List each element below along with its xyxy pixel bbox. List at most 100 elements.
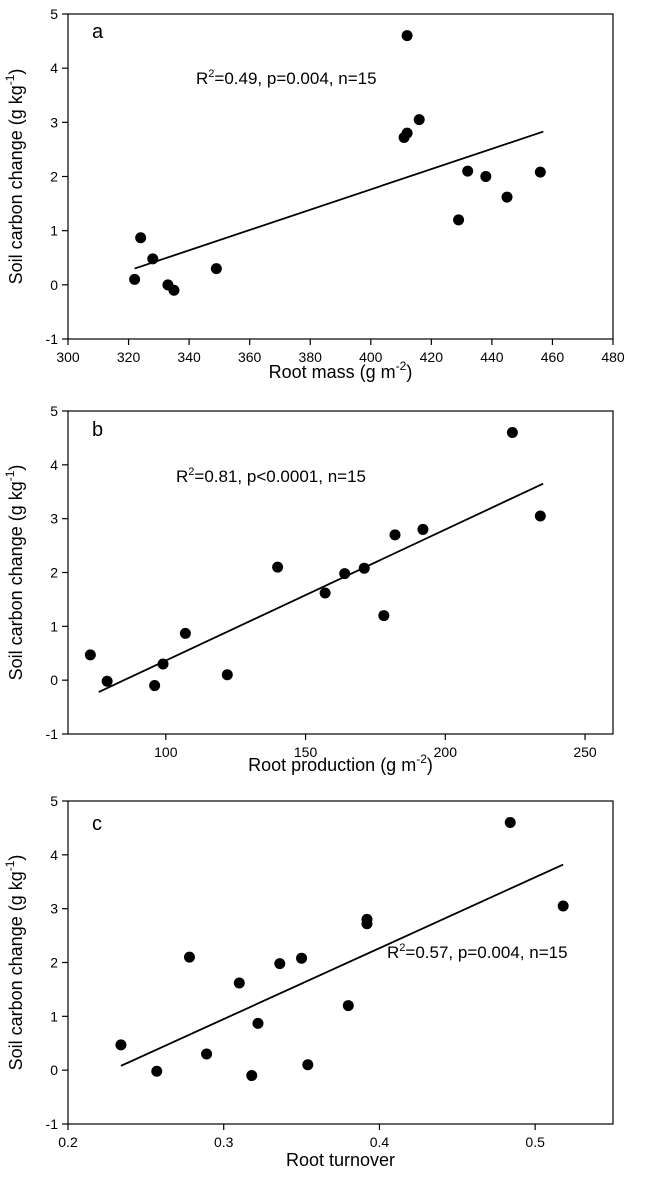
panel-b-y-tick-label: 0 <box>50 672 58 688</box>
panel-c-data-point <box>246 1070 258 1082</box>
panel-c-x-tick-label: 0.3 <box>214 1134 234 1150</box>
panel-b-data-point <box>84 649 96 661</box>
panel-b-y-tick-label: 3 <box>50 511 58 527</box>
panel-c-data-point <box>252 1017 264 1029</box>
panel-c-plot-frame <box>67 800 614 1125</box>
panel-a-data-point <box>453 214 465 226</box>
panel-a-x-tick-label: 380 <box>299 349 323 365</box>
panel-b-data-point <box>272 561 284 573</box>
panel-c-letter: c <box>92 813 102 835</box>
panel-c-x-tick-label: 0.5 <box>525 1134 545 1150</box>
panel-a: -1 0 1 2 3 4 5 300 320 340 360 380 400 420 440 460 480 a R… <box>3 6 625 382</box>
panel-b-y-tick-label: -1 <box>46 726 59 742</box>
panel-b-data-point <box>157 658 169 670</box>
panel-c-stats-annotation: R2=0.57, p=0.004, n=15 <box>387 942 568 962</box>
panel-c-data-point <box>557 900 569 912</box>
panel-c-data-point <box>151 1065 163 1077</box>
panel-b-y-tick-label: 1 <box>50 618 58 634</box>
panel-c-data-point <box>302 1059 314 1071</box>
panel-c-data-point <box>115 1039 127 1051</box>
panel-c-data-point <box>504 817 516 829</box>
panel-a-y-tick-label: 1 <box>50 223 58 239</box>
panel-c-data-point <box>183 951 195 963</box>
panel-a-x-axis-label: Root mass (g m-2) <box>269 359 413 382</box>
panel-a-y-tick-label: 2 <box>50 169 58 185</box>
panel-c-y-tick-label: 0 <box>50 1062 58 1078</box>
panel-a-data-point <box>462 165 474 177</box>
panel-a-x-tick-label: 360 <box>238 349 262 365</box>
panel-c: -1 0 1 2 3 4 5 0.2 0.3 0.4 0.5 c R2=0.57, p=0.004, n… <box>3 793 614 1170</box>
panel-c-y-tick-label: 3 <box>50 901 58 917</box>
panel-b-data-point <box>358 562 370 574</box>
panel-a-x-tick-label: 420 <box>420 349 444 365</box>
panel-b-data-point <box>101 675 113 687</box>
panel-b-x-tick-label: 100 <box>154 744 178 760</box>
panel-a-x-tick-label: 340 <box>177 349 201 365</box>
panel-a-plot-frame <box>67 13 614 340</box>
panel-a-x-tick-label: 460 <box>541 349 565 365</box>
panel-b-regression-line <box>98 482 544 693</box>
panel-a-data-point <box>210 263 222 275</box>
panel-a-regression-line <box>134 130 544 270</box>
panel-a-stats-annotation: R2=0.49, p=0.004, n=15 <box>196 68 377 88</box>
panel-a-data-point <box>135 232 147 244</box>
panel-c-data-point <box>296 952 308 964</box>
panel-c-data-point <box>342 1000 354 1012</box>
panel-a-x-tick-label: 440 <box>480 349 504 365</box>
panel-b-x-tick-label: 250 <box>573 744 597 760</box>
panel-b-x-tick-label: 150 <box>294 744 318 760</box>
panel-c-x-axis-label: Root turnover <box>286 1150 395 1170</box>
panel-c-y-tick-label: 1 <box>50 1008 58 1024</box>
panel-b-stats-annotation: R2=0.81, p<0.0001, n=15 <box>176 466 366 486</box>
panel-a-data-point <box>413 114 425 126</box>
panel-b-x-axis-label: Root production (g m-2) <box>248 752 433 775</box>
panel-a-data-point <box>534 166 546 178</box>
panel-a-y-tick-label: 3 <box>50 114 58 130</box>
panel-b-y-tick-label: 2 <box>50 565 58 581</box>
panel-c-y-tick-label: 4 <box>50 847 58 863</box>
panel-b-data-point <box>417 523 429 535</box>
panel-a-data-point <box>401 127 413 139</box>
panel-b: -1 0 1 2 3 4 5 100 150 200 250 b R2=0.81, p<0.0001, … <box>3 403 614 775</box>
panel-c-y-tick-label: -1 <box>46 1116 59 1132</box>
panel-b-data-point <box>149 680 161 692</box>
panel-b-data-point <box>339 568 351 580</box>
panel-c-y-axis-label: Soil carbon change (g kg-1) <box>3 855 26 1071</box>
panel-b-data-point <box>319 587 331 599</box>
panel-c-y-tick-label: 5 <box>50 793 58 809</box>
panel-b-y-tick-label: 4 <box>50 457 58 473</box>
panel-b-letter: b <box>92 419 103 441</box>
panel-b-data-point <box>221 669 233 681</box>
panel-c-regression-line <box>120 863 564 1067</box>
panel-c-y-tick-label: 2 <box>50 955 58 971</box>
panel-a-letter: a <box>92 21 104 43</box>
panel-c-x-tick-label: 0.2 <box>58 1134 78 1150</box>
panel-a-data-point <box>147 253 159 265</box>
panel-a-data-point <box>501 191 513 203</box>
panel-b-data-point <box>506 427 518 439</box>
panel-a-y-axis-label: Soil carbon change (g kg-1) <box>3 69 26 285</box>
panel-b-data-point <box>534 510 546 522</box>
panel-a-data-point <box>129 273 141 285</box>
panel-a-x-tick-label: 400 <box>359 349 383 365</box>
panel-a-data-point <box>168 284 180 296</box>
panel-b-y-axis-label: Soil carbon change (g kg-1) <box>3 465 26 681</box>
panel-a-data-point <box>480 171 492 182</box>
panel-a-x-tick-label: 300 <box>56 349 80 365</box>
panel-c-data-point <box>361 918 373 930</box>
panel-b-data-point <box>179 627 191 639</box>
panel-a-x-tick-label: 320 <box>117 349 141 365</box>
panel-b-data-point <box>389 529 401 541</box>
panel-a-y-tick-label: 0 <box>50 277 58 293</box>
panel-a-y-tick-label: 5 <box>50 6 58 22</box>
panel-b-x-tick-label: 200 <box>434 744 458 760</box>
panel-c-data-point <box>233 977 245 989</box>
panel-a-y-tick-label: -1 <box>46 331 59 347</box>
panel-b-data-point <box>378 610 390 622</box>
panel-c-data-point <box>274 958 286 970</box>
panel-a-x-tick-label: 480 <box>601 349 625 365</box>
panel-a-y-tick-label: 4 <box>50 60 58 76</box>
panel-a-data-point <box>401 30 413 42</box>
panel-c-x-tick-label: 0.4 <box>370 1134 390 1150</box>
